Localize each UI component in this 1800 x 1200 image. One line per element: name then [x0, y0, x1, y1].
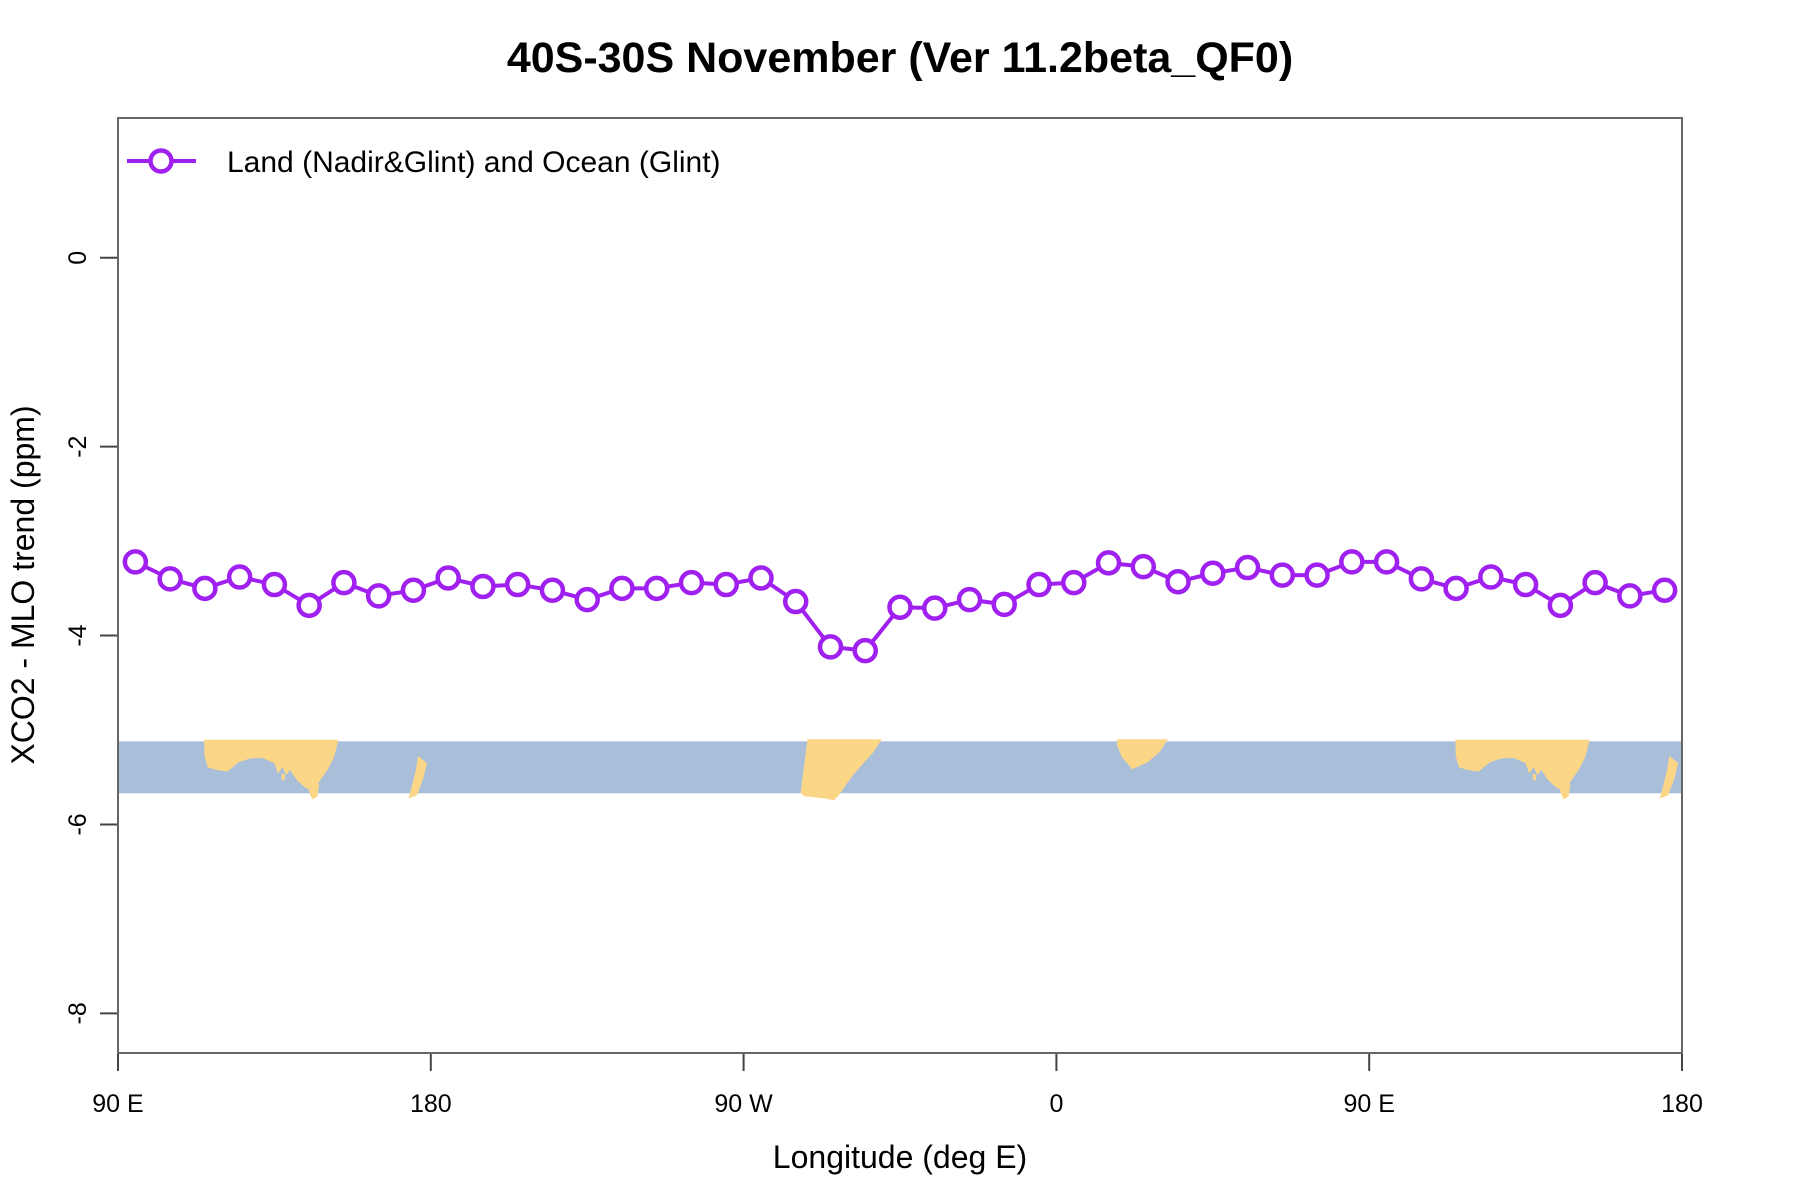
x-axis-title: Longitude (deg E) [773, 1139, 1027, 1175]
data-point [1408, 566, 1435, 592]
data-point [261, 571, 288, 598]
axes: 90 E 180 90 W 0 90 E 180 0 -2 -4 -6 -8 [64, 251, 1703, 1118]
y-axis-title: XCO2 - MLO trend (ppm) [5, 405, 41, 764]
x-tick-label: 180 [410, 1090, 452, 1118]
data-point [574, 586, 600, 613]
data-point [887, 594, 913, 620]
data-point [1130, 553, 1157, 580]
data-point [1165, 568, 1191, 595]
data-point [1095, 550, 1122, 576]
data-point [331, 569, 357, 596]
data-point [713, 571, 739, 598]
data-point [1478, 564, 1504, 590]
open-circle-marker-icon [148, 148, 174, 174]
data-point [922, 595, 948, 621]
data-point [1304, 562, 1330, 588]
map-ocean-band [118, 741, 1682, 794]
data-point [470, 573, 496, 600]
data-point [435, 565, 461, 591]
data-point [296, 592, 322, 619]
y-tick-label: 0 [64, 251, 92, 265]
map-band [118, 739, 1682, 801]
map-land-kangaroo-island [281, 773, 286, 781]
data-point [991, 591, 1018, 618]
data-point [1651, 577, 1678, 603]
map-land-tasmania [308, 782, 320, 800]
data-point [157, 566, 183, 592]
data-point [782, 588, 809, 615]
legend: Land (Nadir&Glint) and Ocean (Glint) [127, 146, 721, 179]
map-land-south-america [800, 739, 882, 801]
data-point [1339, 549, 1365, 575]
x-tick-label: 180 [1661, 1090, 1703, 1118]
data-point [643, 575, 670, 602]
plot-box [117, 117, 1683, 1054]
map-land-new-zealand [408, 755, 427, 799]
data-point [852, 637, 878, 664]
x-tick-label: 0 [1049, 1090, 1063, 1118]
legend-label: Land (Nadir&Glint) and Ocean (Glint) [227, 146, 721, 179]
chart-title: 40S-30S November (Ver 11.2beta_QF0) [507, 34, 1293, 82]
map-land-south-africa [1116, 739, 1168, 770]
y-tick-label: -4 [64, 624, 92, 646]
y-tick-label: -2 [64, 436, 92, 458]
map-land-tasmania-repeat [1560, 782, 1571, 800]
data-point [192, 575, 218, 602]
data-point [539, 577, 566, 603]
map-land-new-zealand-repeat [1659, 755, 1679, 799]
data-series [122, 549, 1678, 664]
data-point [504, 571, 531, 598]
data-point [400, 577, 427, 603]
data-point [817, 634, 844, 660]
y-tick-label: -8 [64, 1002, 92, 1024]
data-point [1061, 569, 1087, 596]
data-point [1200, 560, 1226, 586]
x-tick-label: 90 E [1343, 1090, 1394, 1118]
data-point [1269, 562, 1296, 588]
data-point [1443, 575, 1469, 602]
data-point [609, 575, 635, 602]
data-point [1547, 592, 1574, 619]
y-tick-label: -6 [64, 813, 92, 835]
data-point [1617, 583, 1643, 609]
data-point [1582, 569, 1608, 596]
map-land-australia-repeat [1455, 739, 1590, 791]
data-point [1234, 554, 1261, 581]
data-point [956, 586, 983, 613]
data-point [748, 565, 774, 591]
data-point [122, 549, 149, 575]
data-point [1512, 571, 1539, 598]
data-point [226, 564, 253, 590]
map-land-australia [204, 739, 339, 791]
data-point [365, 583, 392, 609]
x-tick-label: 90 W [714, 1090, 773, 1118]
data-point [1026, 571, 1052, 598]
x-tick-label: 90 E [92, 1090, 143, 1118]
data-point [1373, 549, 1400, 575]
data-point [678, 569, 705, 596]
map-land-kangaroo-island-repeat [1532, 773, 1537, 781]
